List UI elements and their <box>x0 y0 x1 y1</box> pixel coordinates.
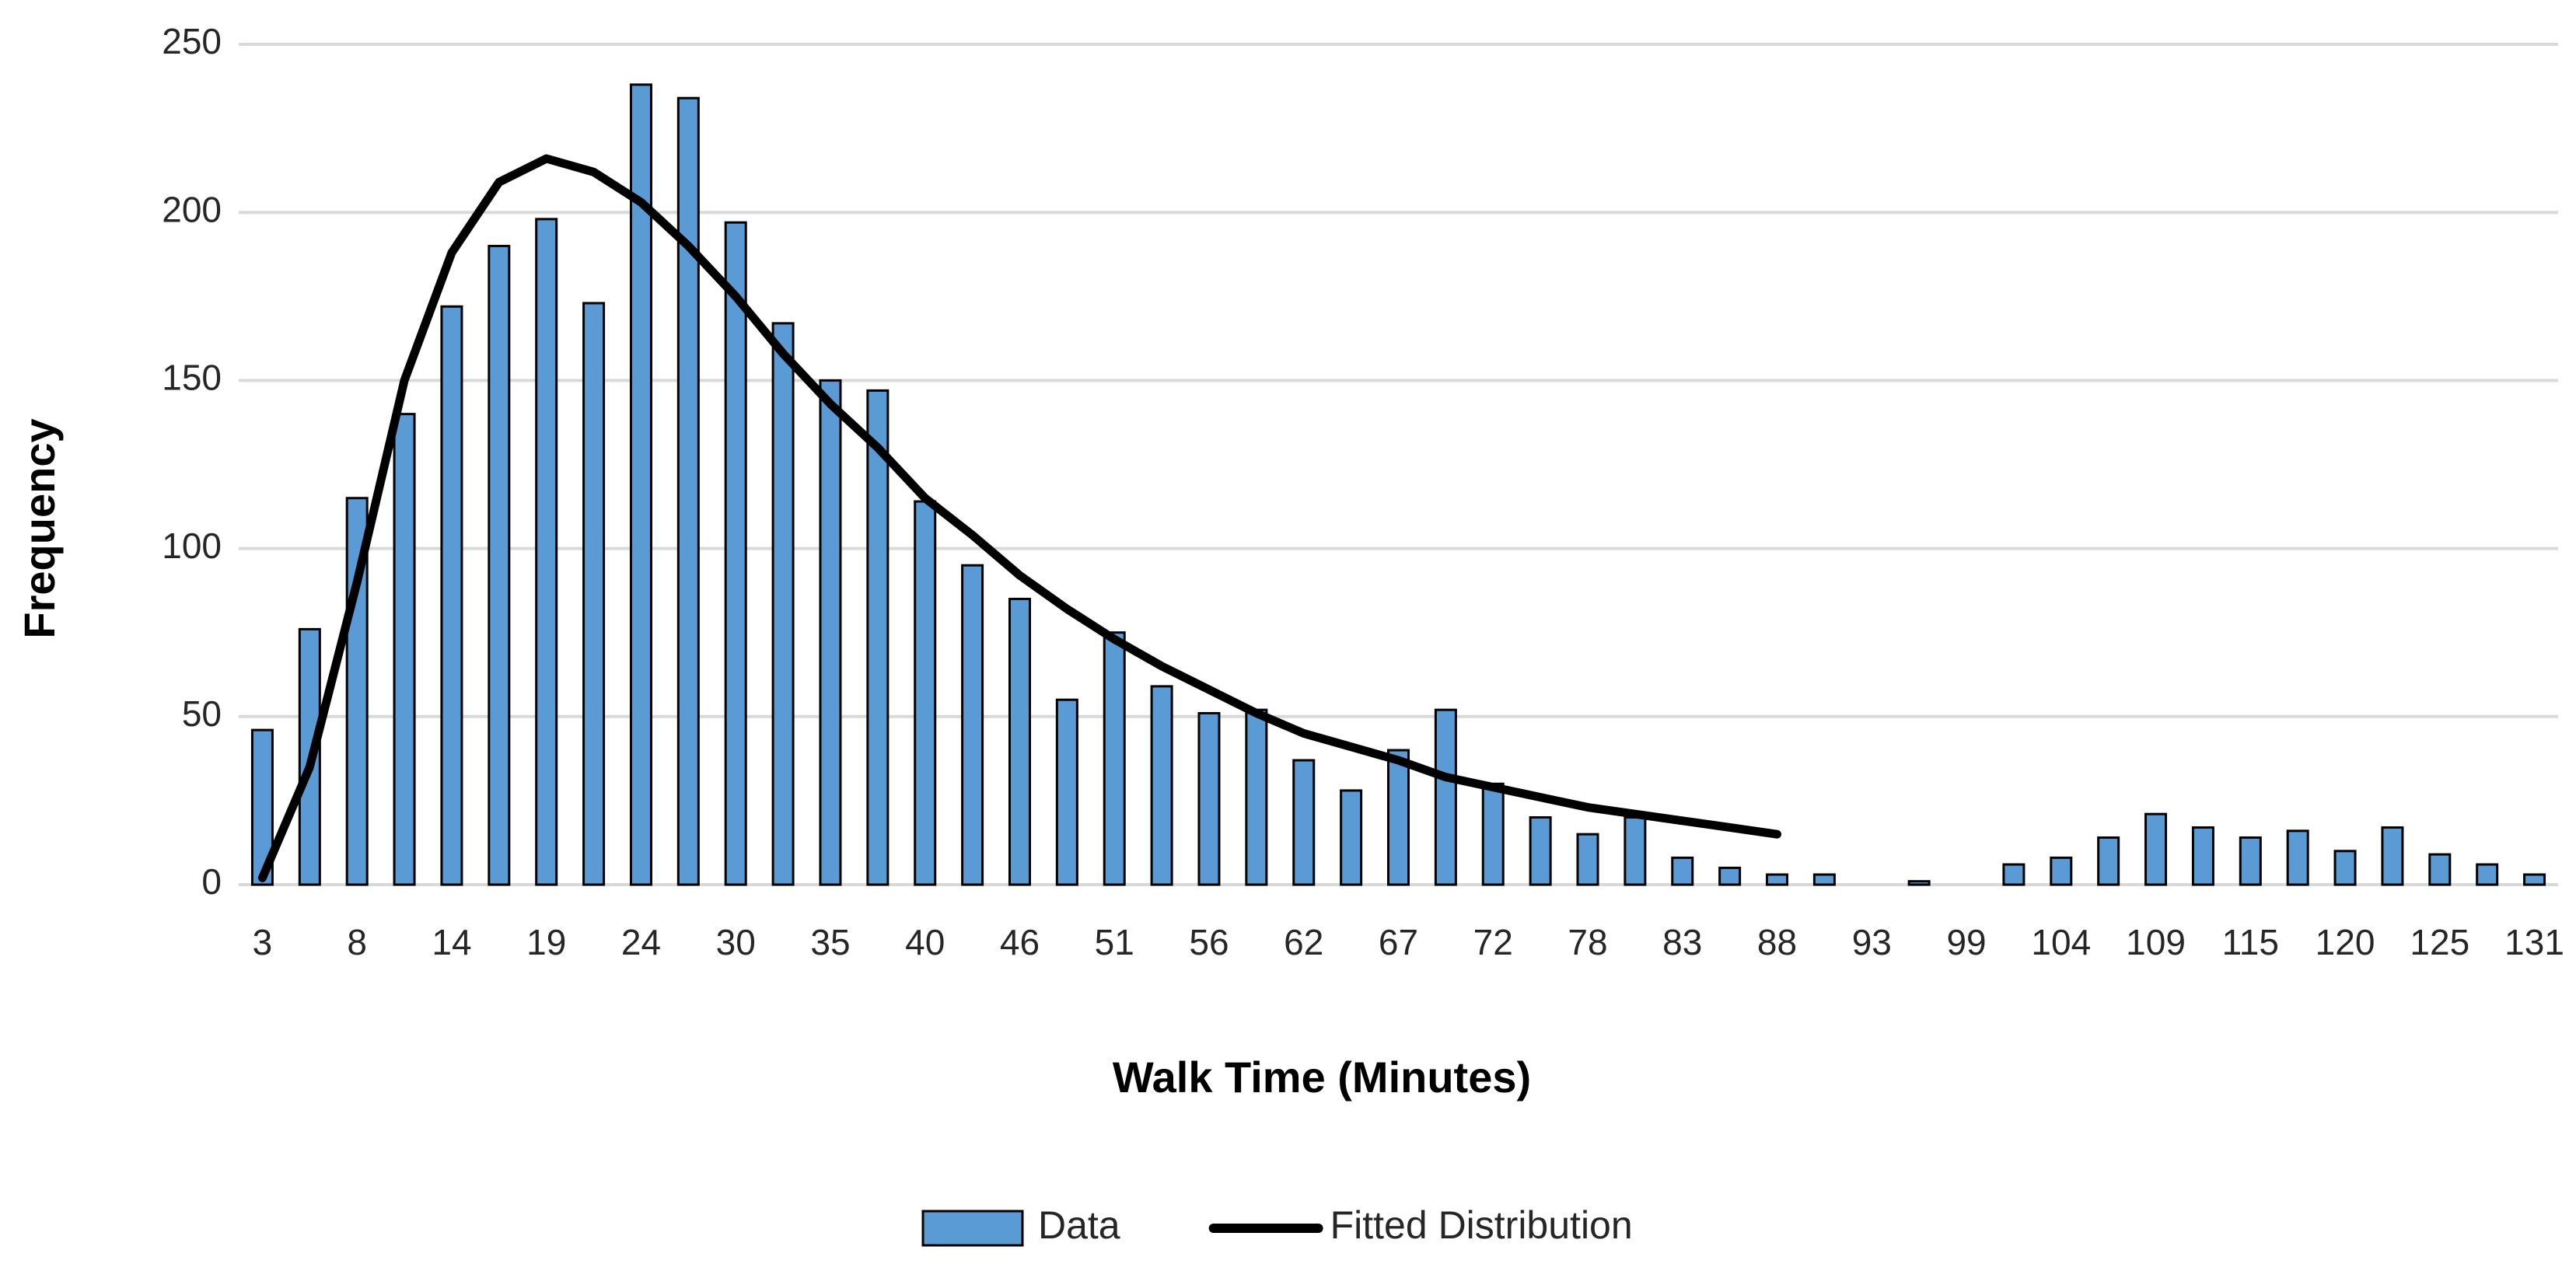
bar <box>2050 856 2073 886</box>
x-tick-label: 51 <box>1095 922 1134 962</box>
y-tick-label: 150 <box>162 358 222 398</box>
bar <box>1624 816 1647 886</box>
x-tick-label: 115 <box>2222 922 2279 962</box>
bar <box>1387 749 1410 886</box>
x-tick-label: 83 <box>1662 922 1702 962</box>
x-tick-label: 30 <box>716 922 756 962</box>
bar <box>866 389 890 886</box>
bar <box>1576 833 1599 886</box>
bar <box>2381 826 2404 886</box>
bar <box>1812 873 1836 886</box>
bar <box>2097 836 2120 886</box>
bar <box>345 497 369 886</box>
bar <box>1245 708 1268 886</box>
bar <box>440 305 463 886</box>
x-tick-label: 131 <box>2504 922 2564 962</box>
bar <box>1481 782 1505 886</box>
bar <box>1008 597 1031 886</box>
bar <box>771 322 795 886</box>
fitted-line <box>257 154 1782 882</box>
bar <box>1907 880 1931 886</box>
x-axis-title: Walk Time (Minutes) <box>1113 1053 1531 1102</box>
bar <box>1766 873 1789 886</box>
bar <box>1292 759 1316 886</box>
bar <box>1197 711 1221 886</box>
legend-label: Data <box>1038 1203 1120 1247</box>
bar <box>1718 866 1742 886</box>
bar <box>2191 826 2214 886</box>
x-tick-label: 120 <box>2316 922 2375 962</box>
x-tick-label: 19 <box>526 922 566 962</box>
bar <box>629 83 652 886</box>
bar <box>819 379 842 886</box>
bar <box>1340 789 1363 886</box>
bar <box>676 96 700 886</box>
bar <box>914 500 937 886</box>
x-tick-label: 35 <box>810 922 850 962</box>
y-tick-label: 50 <box>182 693 222 734</box>
bar <box>2333 850 2357 886</box>
x-tick-label: 67 <box>1379 922 1418 962</box>
x-tick-label: 3 <box>253 922 273 962</box>
bar <box>2239 836 2262 886</box>
bar <box>1150 685 1173 886</box>
bar <box>1103 631 1126 886</box>
x-tick-label: 88 <box>1757 922 1797 962</box>
x-tick-label: 56 <box>1189 922 1229 962</box>
legend-label: Fitted Distribution <box>1330 1203 1633 1247</box>
x-tick-label: 78 <box>1568 922 1607 962</box>
bar <box>535 218 558 886</box>
bar <box>2286 829 2309 886</box>
bar <box>1055 698 1078 886</box>
y-axis-title: Frequency <box>15 418 64 638</box>
bar <box>2428 853 2452 886</box>
x-tick-label: 104 <box>2031 922 2091 962</box>
bar <box>2523 873 2546 886</box>
x-tick-label: 40 <box>905 922 945 962</box>
x-tick-label: 99 <box>1946 922 1986 962</box>
y-tick-label: 0 <box>201 861 222 902</box>
y-tick-label: 100 <box>162 526 222 566</box>
bar <box>1671 856 1694 886</box>
x-tick-label: 109 <box>2126 922 2186 962</box>
bar <box>393 413 416 886</box>
y-tick-label: 250 <box>162 21 222 61</box>
x-tick-label: 125 <box>2410 922 2469 962</box>
bar <box>1434 708 1457 886</box>
bar <box>2144 812 2168 886</box>
bar <box>2476 863 2499 886</box>
x-tick-label: 24 <box>621 922 661 962</box>
x-tick-label: 8 <box>347 922 367 962</box>
bar <box>582 302 606 886</box>
y-tick-label: 200 <box>162 189 222 229</box>
x-tick-label: 14 <box>432 922 471 962</box>
x-tick-label: 62 <box>1284 922 1323 962</box>
x-tick-label: 46 <box>1000 922 1040 962</box>
x-tick-label: 72 <box>1473 922 1513 962</box>
legend-swatch <box>921 1210 1024 1247</box>
x-tick-label: 93 <box>1852 922 1892 962</box>
bar <box>961 564 984 886</box>
bar <box>488 244 511 886</box>
bar <box>724 221 747 886</box>
bar <box>2002 863 2025 886</box>
bar <box>1529 816 1552 886</box>
